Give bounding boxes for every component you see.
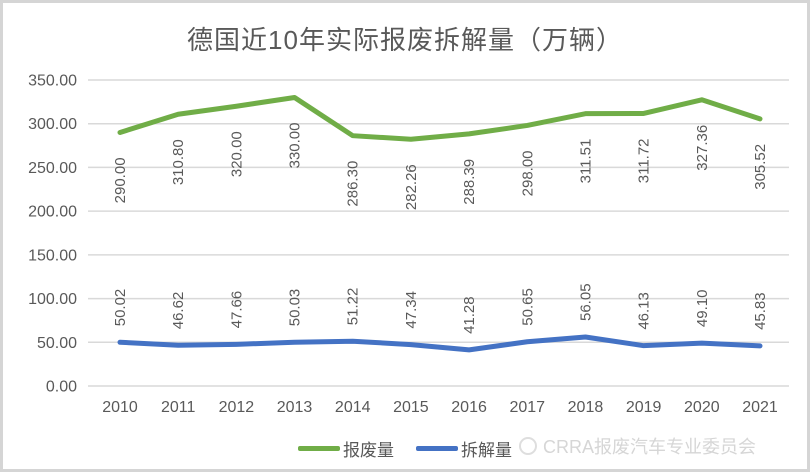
data-label: 282.26 (403, 164, 420, 210)
data-label: 56.05 (577, 283, 594, 321)
legend-item-dismantle: 拆解量 (416, 436, 512, 461)
x-axis-tick-labels: 2010 2011 2012 2013 2014 2015 2016 2017 2018 2019… (102, 399, 778, 416)
x-tick-label: 2017 (509, 399, 545, 416)
legend-label-dismantle: 拆解量 (461, 441, 512, 460)
data-label: 290.00 (112, 157, 129, 203)
gridlines (88, 79, 789, 387)
series-line-0 (117, 94, 763, 142)
y-tick-label: 50.00 (37, 335, 77, 352)
chart-title: 德国近10年实际报废拆解量（万辆） (187, 25, 623, 55)
x-tick-label: 2021 (742, 399, 778, 416)
line-chart-plot: 0.00 50.00 100.00 150.00 200.00 250.00 300.00 3… (28, 73, 789, 416)
legend-label-scrap: 报废量 (343, 441, 394, 460)
data-label: 286.30 (345, 161, 362, 207)
x-tick-label: 2020 (684, 399, 720, 416)
data-label: 320.00 (228, 131, 245, 177)
x-tick-label: 2015 (393, 399, 429, 416)
data-label: 45.83 (752, 292, 769, 330)
y-tick-label: 250.00 (28, 160, 77, 177)
watermark: CRRA报废汽车专业委员会 (519, 433, 756, 459)
x-tick-label: 2016 (451, 399, 487, 416)
legend-line-swatch-green-icon (298, 446, 340, 451)
legend-item-scrap: 报废量 (298, 436, 394, 461)
data-label: 310.80 (170, 139, 187, 185)
series-line-1 (117, 334, 763, 353)
x-tick-label: 2013 (277, 399, 313, 416)
data-label: 311.51 (577, 139, 594, 184)
y-tick-label: 100.00 (28, 291, 77, 308)
y-tick-label: 150.00 (28, 247, 77, 264)
x-tick-label: 2010 (102, 399, 138, 416)
series-1-data-labels: 50.02 46.62 47.66 50.03 51.22 47.34 41.28 50.65… (112, 283, 769, 333)
data-label: 41.28 (461, 296, 478, 334)
x-tick-label: 2012 (219, 399, 255, 416)
data-label: 49.10 (694, 290, 711, 328)
data-label: 50.65 (519, 288, 536, 326)
data-label: 311.72 (636, 138, 653, 183)
data-label: 327.36 (694, 125, 711, 171)
x-tick-label: 2011 (161, 399, 196, 416)
y-tick-label: 350.00 (28, 73, 77, 90)
watermark-text: CRRA报废汽车专业委员会 (543, 437, 757, 457)
data-label: 46.13 (636, 292, 653, 330)
series-0-data-labels: 290.00 310.80 320.00 330.00 286.30 282.26 288.… (112, 122, 769, 210)
data-label: 330.00 (287, 122, 304, 168)
chart-legend: 报废量 拆解量 (3, 436, 807, 461)
data-label: 305.52 (752, 144, 769, 190)
y-axis-tick-labels: 0.00 50.00 100.00 150.00 200.00 250.00 300.00 3… (28, 73, 77, 396)
x-tick-label: 2014 (335, 399, 371, 416)
data-label: 288.39 (461, 159, 478, 205)
y-tick-label: 300.00 (28, 116, 77, 133)
x-tick-label: 2018 (568, 399, 604, 416)
data-label: 50.02 (112, 289, 129, 327)
y-tick-label: 200.00 (28, 204, 77, 221)
data-label: 298.00 (519, 150, 536, 196)
data-label: 46.62 (170, 292, 187, 330)
y-tick-label: 0.00 (46, 379, 77, 396)
data-label: 47.66 (228, 291, 245, 329)
x-tick-label: 2019 (626, 399, 662, 416)
legend-line-swatch-blue-icon (416, 446, 458, 451)
crra-logo-icon (519, 437, 537, 455)
data-label: 51.22 (345, 288, 362, 326)
data-label: 47.34 (403, 291, 420, 329)
data-label: 50.03 (287, 289, 304, 327)
